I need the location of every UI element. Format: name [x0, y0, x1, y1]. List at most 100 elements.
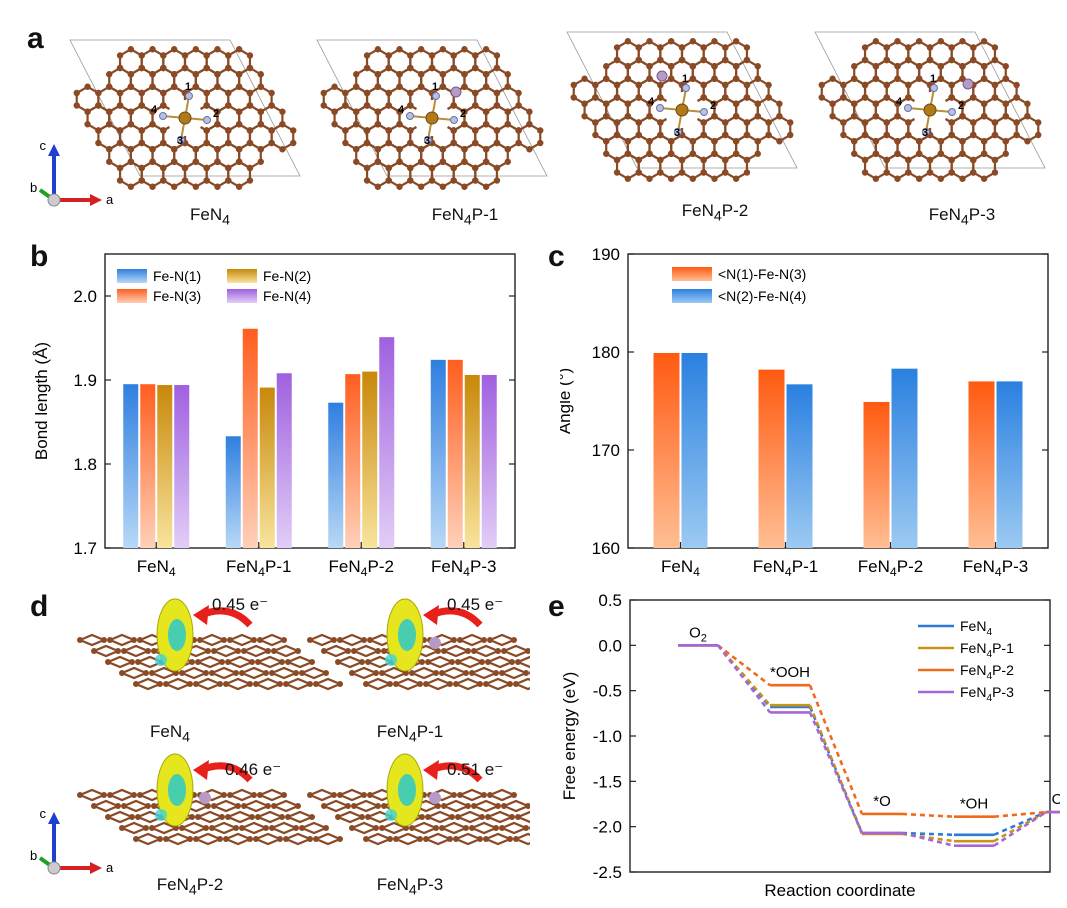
carbon-atom	[263, 825, 269, 831]
carbon-atom	[385, 102, 392, 109]
carbon-atom	[396, 146, 403, 153]
carbon-atom	[361, 792, 367, 798]
carbon-atom	[181, 52, 189, 59]
bar--n-1-fe-n-3-	[653, 352, 680, 548]
carbon-atom	[160, 102, 167, 109]
carbon-atom	[991, 119, 999, 126]
lattice-ring	[393, 832, 423, 846]
carbon-atom	[323, 670, 329, 676]
carbon-atom	[700, 81, 707, 89]
lattice-ring	[455, 810, 485, 824]
carbon-atom	[743, 119, 751, 126]
y-tick-label: 160	[592, 539, 620, 558]
carbon-atom	[493, 52, 501, 59]
carbon-atom	[106, 83, 113, 90]
carbon-atom	[970, 169, 977, 176]
carbon-atom	[225, 127, 232, 134]
lattice-ring	[257, 633, 287, 647]
carbon-atom	[689, 75, 697, 82]
bar-fe-n-2-	[362, 371, 378, 548]
c-c-bond-ring	[452, 160, 477, 189]
carbon-atom	[689, 138, 697, 145]
carbon-atom	[439, 183, 447, 190]
carbon-atom	[678, 156, 686, 164]
carbon-atom	[374, 146, 382, 153]
carbon-atom	[269, 825, 275, 831]
carbon-atom	[482, 108, 490, 115]
nitrogen-atom	[948, 108, 956, 116]
carbon-atom	[271, 803, 277, 809]
carbon-atom	[959, 113, 966, 120]
carbon-atom	[829, 113, 836, 120]
y-tick-label: -1.0	[593, 727, 622, 746]
carbon-atom	[246, 177, 254, 184]
carbon-atom	[1002, 63, 1009, 70]
carbon-atom	[732, 100, 740, 107]
carbon-atom	[511, 792, 517, 798]
lattice-ring	[321, 799, 351, 813]
lattice-ring	[271, 644, 301, 658]
carbon-atom	[872, 100, 880, 107]
carbon-atom	[387, 836, 393, 842]
lattice-ring	[453, 832, 483, 846]
carbon-atom	[374, 183, 382, 190]
carbon-atom	[211, 648, 217, 654]
carbon-atom	[959, 100, 966, 107]
carbon-atom	[381, 648, 387, 654]
carbon-atom	[135, 814, 141, 820]
carbon-atom	[307, 637, 313, 643]
carbon-atom	[948, 131, 955, 139]
energy-connector-2	[808, 684, 864, 815]
carbon-atom	[116, 139, 124, 147]
carbon-atom	[374, 108, 382, 115]
carbon-atom	[223, 681, 229, 687]
carbon-atom	[363, 64, 371, 72]
carbon-atom	[1002, 113, 1009, 120]
carbon-atom	[495, 648, 501, 654]
y-tick-label: -1.5	[593, 772, 622, 791]
c-c-bond-ring	[863, 152, 888, 181]
carbon-atom	[221, 637, 227, 643]
carbon-atom	[192, 83, 200, 90]
bar-fe-n-4-	[379, 337, 395, 548]
lattice-ring	[513, 677, 530, 691]
nitrogen-atom	[904, 104, 912, 112]
carbon-atom	[980, 75, 988, 82]
charge-density-structure	[77, 753, 343, 846]
lattice-ring	[283, 677, 313, 691]
carbon-atom	[603, 150, 610, 157]
y-tick-label: -2.0	[593, 818, 622, 837]
carbon-atom	[787, 119, 794, 126]
carbon-atom	[450, 64, 457, 72]
iron-atom	[425, 111, 439, 125]
carbon-atom	[926, 56, 934, 64]
carbon-atom	[246, 102, 254, 109]
carbon-atom	[991, 94, 999, 101]
panel-a-letter: a	[27, 22, 44, 55]
carbon-atom	[861, 156, 869, 164]
lattice-ring	[409, 821, 439, 835]
carbon-atom	[239, 670, 245, 676]
carbon-atom	[1024, 113, 1031, 120]
carbon-atom	[95, 139, 102, 147]
bar-fe-n-1-	[225, 436, 241, 548]
carbon-atom	[179, 825, 185, 831]
carbon-atom	[959, 138, 966, 145]
carbon-atom	[894, 75, 901, 82]
carbon-atom	[77, 792, 83, 798]
nitrogen-atom	[656, 104, 664, 112]
carbon-atom	[181, 164, 189, 172]
panel-d-charge-1: 0.45 e⁻	[447, 595, 504, 614]
lattice-ring	[515, 655, 530, 669]
energy-connector-3	[808, 711, 864, 834]
energy-connector-0	[808, 706, 864, 834]
carbon-atom	[765, 131, 772, 139]
carbon-atom	[374, 46, 382, 53]
carbon-atom	[365, 659, 371, 665]
lattice-ring	[485, 655, 515, 669]
carbon-atom	[624, 113, 632, 120]
lattice-ring	[351, 799, 381, 813]
site-number-label: 4	[151, 104, 158, 116]
carbon-atom	[342, 89, 349, 97]
bar-fe-n-1-	[328, 402, 344, 548]
